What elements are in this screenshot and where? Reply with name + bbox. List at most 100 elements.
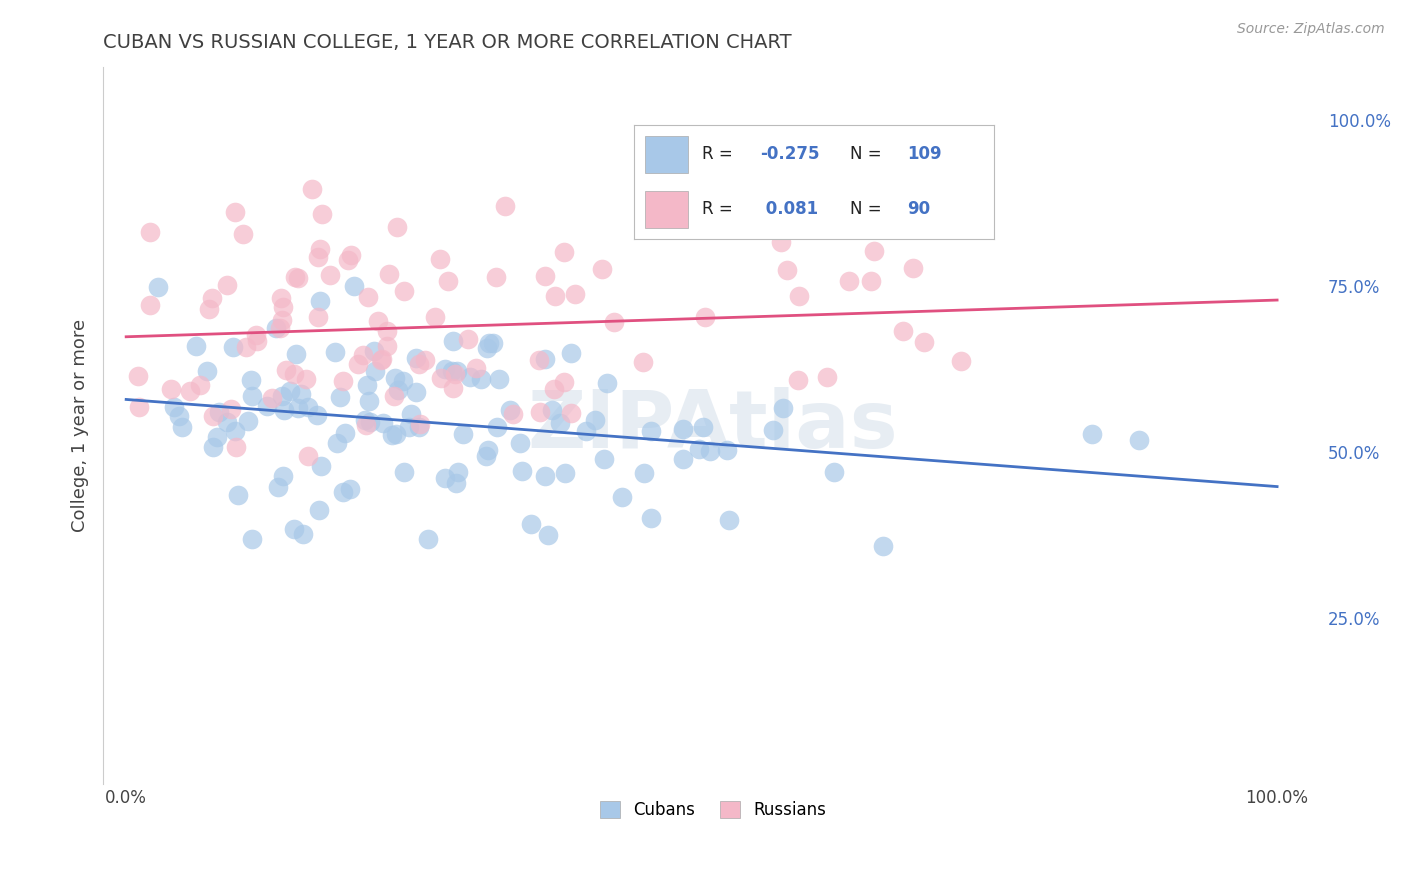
Point [692,420,714,434]
Point [335,425,357,440]
Point [290,387,312,401]
Point [264,320,287,334]
Point [323,345,346,359]
Point [596,376,619,391]
Point [405,385,427,400]
Point [381,428,404,442]
Point [256,399,278,413]
Point [460,370,482,384]
Point [640,511,662,525]
Point [222,340,245,354]
Point [356,418,378,433]
Point [207,430,229,444]
Point [441,381,464,395]
Point [370,352,392,367]
Point [363,344,385,359]
Point [202,409,225,424]
Point [373,417,395,431]
Point [554,466,576,480]
Point [359,415,381,429]
Point [477,335,499,350]
Point [375,339,398,353]
Point [470,372,492,386]
Point [891,324,914,338]
Point [384,371,406,385]
Point [823,465,845,479]
Point [188,378,211,392]
Point [236,414,259,428]
Point [208,405,231,419]
Point [903,260,925,275]
Point [775,263,797,277]
Point [485,270,508,285]
Point [301,182,323,196]
Point [860,274,883,288]
Point [311,207,333,221]
Point [441,334,464,348]
Point [416,532,439,546]
Point [179,384,201,398]
Point [786,373,808,387]
Point [246,334,269,348]
Point [270,291,292,305]
Point [267,480,290,494]
Point [392,374,415,388]
Point [640,424,662,438]
Point [283,522,305,536]
Point [377,324,399,338]
Point [1128,434,1150,448]
Point [534,351,557,366]
Point [610,490,633,504]
Point [446,466,468,480]
Point [602,315,624,329]
Point [425,310,447,324]
Text: CUBAN VS RUSSIAN COLLEGE, 1 YEAR OR MORE CORRELATION CHART: CUBAN VS RUSSIAN COLLEGE, 1 YEAR OR MORE… [103,33,792,52]
Point [544,288,567,302]
Legend: Cubans, Russians: Cubans, Russians [593,794,832,826]
Point [475,341,498,355]
Point [217,277,239,292]
Point [224,205,246,219]
Point [370,352,392,367]
Point [309,242,332,256]
Point [339,248,361,262]
Point [592,452,614,467]
Point [548,416,571,430]
Point [271,313,294,327]
Point [575,425,598,439]
Point [235,340,257,354]
Point [269,321,291,335]
Point [201,291,224,305]
Point [512,464,534,478]
Point [245,328,267,343]
Point [716,443,738,458]
Point [356,378,378,392]
Point [405,351,427,365]
Point [356,290,378,304]
Point [717,513,740,527]
Point [163,401,186,415]
Point [527,353,550,368]
Point [688,442,710,456]
Point [284,347,307,361]
Point [392,465,415,479]
Point [305,408,328,422]
Point [287,271,309,285]
Point [429,252,451,266]
Point [398,419,420,434]
Point [486,420,509,434]
Point [287,401,309,415]
Point [950,354,973,368]
Point [671,452,693,467]
Point [787,289,810,303]
Point [560,346,582,360]
Point [633,466,655,480]
Point [329,391,352,405]
Point [354,413,377,427]
Point [273,403,295,417]
Point [273,468,295,483]
Point [295,372,318,386]
Point [433,362,456,376]
Point [308,503,330,517]
Point [408,420,430,434]
